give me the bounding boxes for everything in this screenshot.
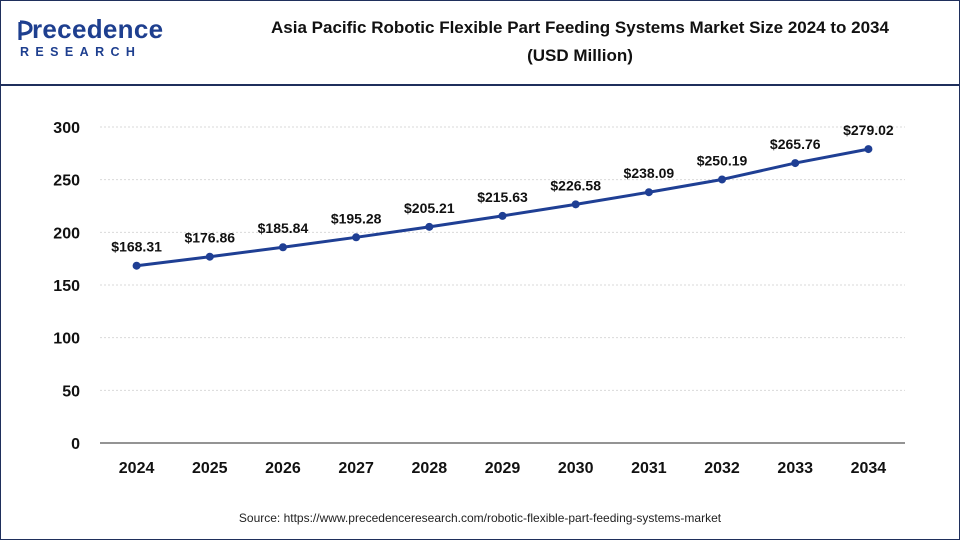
data-point [864,145,873,154]
x-tick-label: 2029 [485,460,521,477]
logo-word: recedence [32,14,164,44]
logo-p-icon [18,20,33,40]
y-tick-label: 100 [53,331,80,348]
data-label: $226.58 [550,177,601,193]
data-label: $215.63 [477,189,528,205]
data-label: $185.84 [258,220,309,236]
data-label: $195.28 [331,210,382,226]
data-point [278,243,287,252]
data-label: $279.02 [843,122,894,138]
y-tick-label: 150 [53,278,80,295]
y-tick-label: 0 [71,436,80,453]
data-point [352,233,361,242]
x-tick-label: 2028 [412,460,448,477]
data-label: $265.76 [770,136,821,152]
data-label: $250.19 [697,152,748,168]
data-point [132,261,141,270]
data-point [571,200,580,209]
x-tick-label: 2030 [558,460,594,477]
data-label: $238.09 [624,165,675,181]
data-point [498,211,507,220]
data-point [791,159,800,168]
x-tick-label: 2025 [192,460,228,477]
data-point [205,252,214,261]
x-tick-label: 2026 [265,460,301,477]
x-tick-label: 2024 [119,460,155,477]
chart-title-line-2: (USD Million) [527,46,633,65]
data-point [644,188,653,197]
x-tick-label: 2031 [631,460,667,477]
data-point [425,222,434,231]
chart-title: Asia Pacific Robotic Flexible Part Feedi… [200,14,960,70]
logo-subtitle: RESEARCH [20,45,142,59]
header: recedence RESEARCH Asia Pacific Robotic … [0,0,960,86]
x-tick-label: 2034 [851,460,887,477]
data-label: $176.86 [184,230,235,246]
chart-title-line-1: Asia Pacific Robotic Flexible Part Feedi… [271,18,889,37]
brand-logo: recedence RESEARCH [18,14,168,64]
y-tick-label: 300 [53,120,80,137]
x-tick-label: 2033 [777,460,813,477]
x-tick-label: 2032 [704,460,740,477]
y-tick-label: 250 [53,173,80,190]
data-label: $168.31 [111,239,162,255]
data-label: $205.21 [404,200,455,216]
y-tick-label: 50 [62,383,80,400]
y-tick-label: 200 [53,225,80,242]
series-line [136,147,869,268]
data-point [718,175,727,184]
source-note: Source: https://www.precedenceresearch.c… [238,511,722,525]
x-tick-label: 2027 [338,460,374,477]
